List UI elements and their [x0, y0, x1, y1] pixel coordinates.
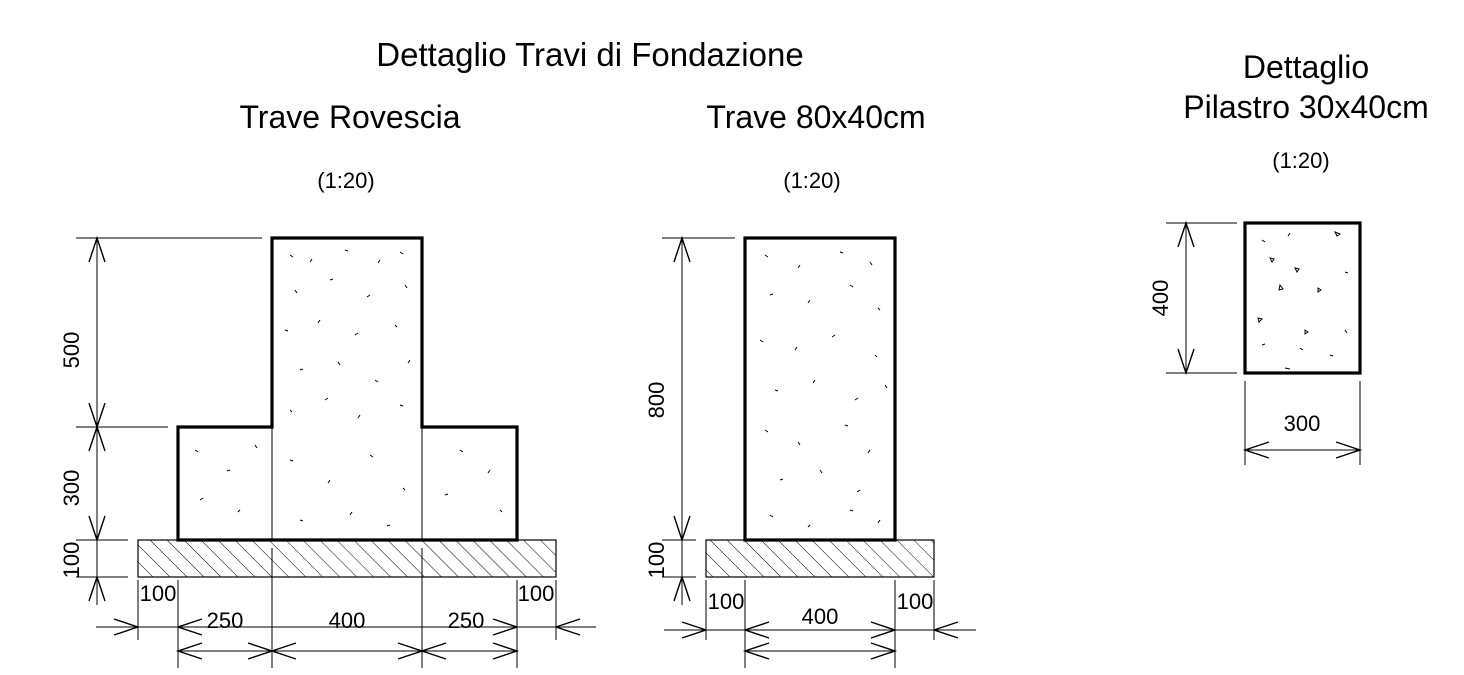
arrow-178-right: [175, 618, 203, 636]
arrow-556-right: [553, 618, 581, 636]
trave-80x40-outline: [743, 236, 897, 542]
trave-80x40-section: 800 100 100 400 100: [644, 235, 976, 668]
arrow-base: [88, 515, 106, 543]
arrows-horizontal: [1242, 441, 1363, 459]
dim-h-base: 100: [59, 542, 84, 579]
trave-rovescia-foundation: [137, 539, 557, 578]
arrows-inner: [742, 642, 898, 660]
dim-height: 800: [644, 382, 669, 419]
arrow-top: [88, 235, 106, 263]
trave-rovescia-title: Trave Rovescia: [239, 99, 460, 135]
pilastro-outline: [1243, 221, 1362, 375]
arrows-outer: [681, 621, 959, 639]
arrow-base-bottom: [88, 574, 106, 602]
pilastro-title-line2: Pilastro 30x40cm: [1183, 89, 1428, 125]
arrow-base: [673, 515, 691, 543]
pilastro-scale: (1:20): [1272, 148, 1329, 173]
dim-w-web: 400: [329, 608, 366, 633]
pilastro-section: 400 300: [1148, 220, 1363, 465]
arrows-inner: [175, 642, 520, 660]
arrows-vertical: [1177, 220, 1195, 376]
dim-w-right-offset: 100: [518, 581, 555, 606]
dim-w-right-flange: 250: [448, 608, 485, 633]
trave-rovescia-concrete-fill: [194, 249, 503, 527]
dim-w-right-offset: 100: [897, 589, 934, 614]
arrow-138-left: [113, 618, 141, 636]
main-title: Dettaglio Travi di Fondazione: [376, 36, 803, 73]
dim-w-left-flange: 250: [207, 608, 244, 633]
pilastro-concrete-fill: [1257, 231, 1349, 370]
dim-width: 400: [802, 604, 839, 629]
dim-w-left-offset: 100: [708, 589, 745, 614]
trave-80x40-title: Trave 80x40cm: [706, 99, 925, 135]
dim-h-flange: 300: [59, 470, 84, 507]
trave-80x40-foundation: [705, 539, 935, 578]
trave-80x40-scale: (1:20): [783, 168, 840, 193]
arrow-top: [673, 235, 691, 263]
dim-h-base: 100: [644, 542, 669, 579]
trave-rovescia-scale: (1:20): [317, 168, 374, 193]
dim-width: 300: [1284, 411, 1321, 436]
trave-rovescia-section: 500 300 100 100 100 250 400 250: [59, 235, 596, 668]
pilastro-title-line1: Dettaglio: [1243, 49, 1369, 85]
dim-w-left-offset: 100: [140, 581, 177, 606]
arrow-flange-up: [88, 402, 106, 452]
trave-80x40-concrete-fill: [759, 251, 888, 528]
dim-h-web: 500: [59, 332, 84, 369]
dim-height: 400: [1148, 280, 1173, 317]
arrow-517-left: [492, 618, 520, 636]
arrow-base-bottom: [673, 574, 691, 602]
trave-rovescia-outline: [176, 236, 519, 542]
